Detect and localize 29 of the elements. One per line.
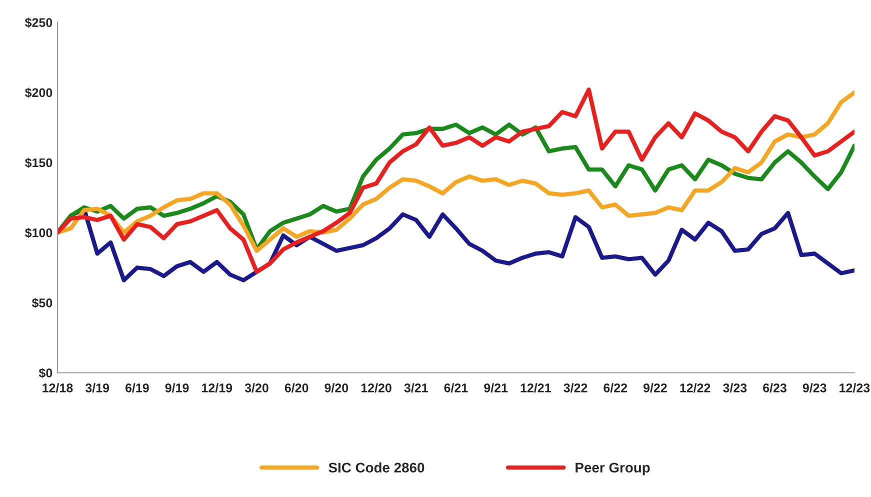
x-tick-label: 6/19 <box>125 383 149 392</box>
x-tick-label: 6/21 <box>444 383 468 392</box>
x-tick-label: 6/22 <box>604 383 628 392</box>
x-tick-label: 12/21 <box>520 383 551 392</box>
legend-label: SIC Code 2860 <box>328 462 424 473</box>
legend-label: Peer Group <box>576 462 650 476</box>
y-tick-label: $200 <box>24 88 52 98</box>
x-tick-label: 12/22 <box>680 383 710 392</box>
y-tick-label: $0 <box>38 368 52 378</box>
x-tick-label: 3/20 <box>244 383 268 392</box>
x-tick-label: 12/20 <box>361 383 392 392</box>
y-tick-label: $50 <box>32 298 52 308</box>
y-tick-label: $250 <box>24 18 52 28</box>
x-tick-label: 6/20 <box>284 383 308 392</box>
x-tick-label: 12/19 <box>202 383 232 392</box>
x-tick-label: 3/22 <box>564 383 588 392</box>
x-tick-label: 9/20 <box>324 383 348 392</box>
x-tick-label: 12/18 <box>42 383 73 392</box>
x-tick-label: 3/23 <box>723 383 747 392</box>
x-tick-label: 12/23 <box>840 383 870 392</box>
y-tick-label: $100 <box>24 228 52 238</box>
x-tick-label: 9/23 <box>802 383 826 392</box>
y-tick-label: $150 <box>24 158 52 168</box>
x-tick-label: 3/19 <box>85 383 110 392</box>
x-tick-label: 9/21 <box>484 383 508 392</box>
x-tick-label: 9/19 <box>165 383 189 392</box>
x-tick-label: 6/23 <box>763 383 786 392</box>
x-tick-label: 9/22 <box>643 383 667 392</box>
x-tick-label: 3/21 <box>404 383 428 392</box>
